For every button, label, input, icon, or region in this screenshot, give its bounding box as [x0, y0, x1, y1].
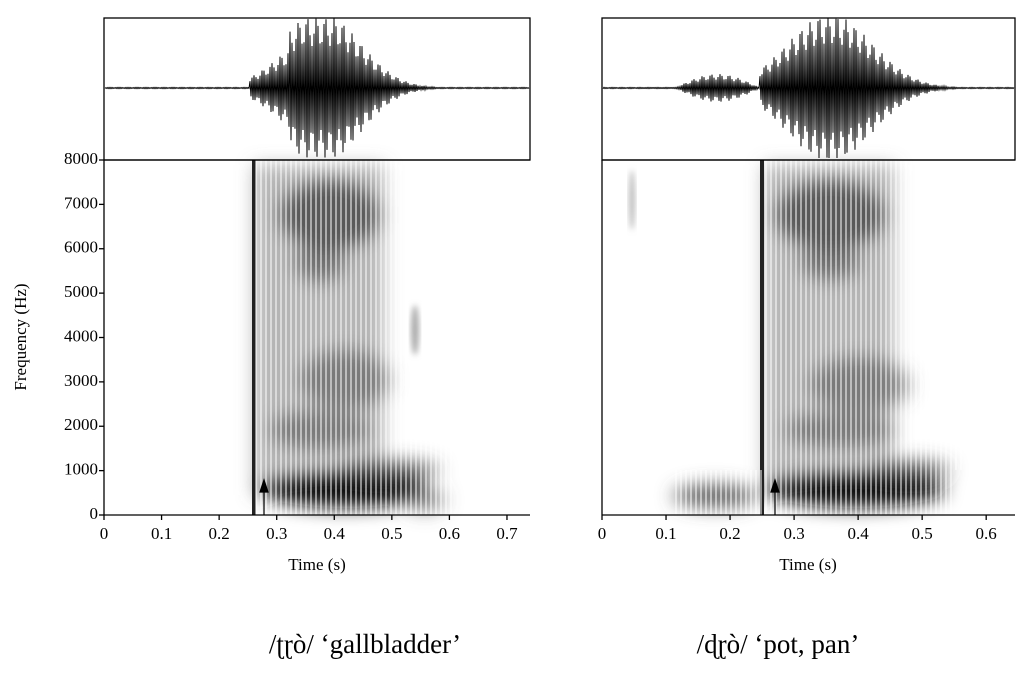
x-tick-label: 0.7	[496, 524, 518, 543]
x-tick-label: 0	[598, 524, 607, 543]
y-tick-label: 8000	[64, 149, 98, 168]
y-tick-label: 0	[90, 504, 99, 523]
x-tick-label: 0	[100, 524, 109, 543]
y-tick-label: 3000	[64, 371, 98, 390]
x-tick-label: 0.2	[719, 524, 740, 543]
spectrogram-image	[629, 160, 962, 515]
y-tick-label: 2000	[64, 415, 98, 434]
spectrogram-image	[252, 160, 454, 515]
x-tick-label: 0.4	[324, 524, 346, 543]
waveform	[104, 18, 530, 158]
y-tick-label: 7000	[64, 193, 98, 212]
x-tick-label: 0.6	[439, 524, 460, 543]
y-tick-label: 5000	[64, 282, 98, 301]
y-tick-label: 6000	[64, 238, 98, 257]
x-tick-label: 0.5	[381, 524, 402, 543]
x-axis-label: Time (s)	[288, 555, 345, 574]
y-axis-label: Frequency (Hz)	[11, 283, 30, 390]
arrow	[259, 478, 780, 515]
waveform	[602, 17, 1015, 159]
x-tick-label: 0.1	[655, 524, 676, 543]
x-tick-label: 0.3	[266, 524, 287, 543]
caption: /ʈɽò/ ‘gallbladder’	[269, 629, 461, 659]
x-axis-label: Time (s)	[779, 555, 836, 574]
x-tick-label: 0.5	[912, 524, 933, 543]
x-tick-label: 0.3	[783, 524, 804, 543]
caption: /ɖɽò/ ‘pot, pan’	[697, 629, 860, 659]
x-tick-label: 0.6	[976, 524, 997, 543]
x-tick-label: 0.2	[209, 524, 230, 543]
x-tick-label: 0.4	[847, 524, 869, 543]
x-tick-label: 0.1	[151, 524, 172, 543]
y-tick-label: 4000	[64, 326, 98, 345]
y-tick-label: 1000	[64, 460, 98, 479]
